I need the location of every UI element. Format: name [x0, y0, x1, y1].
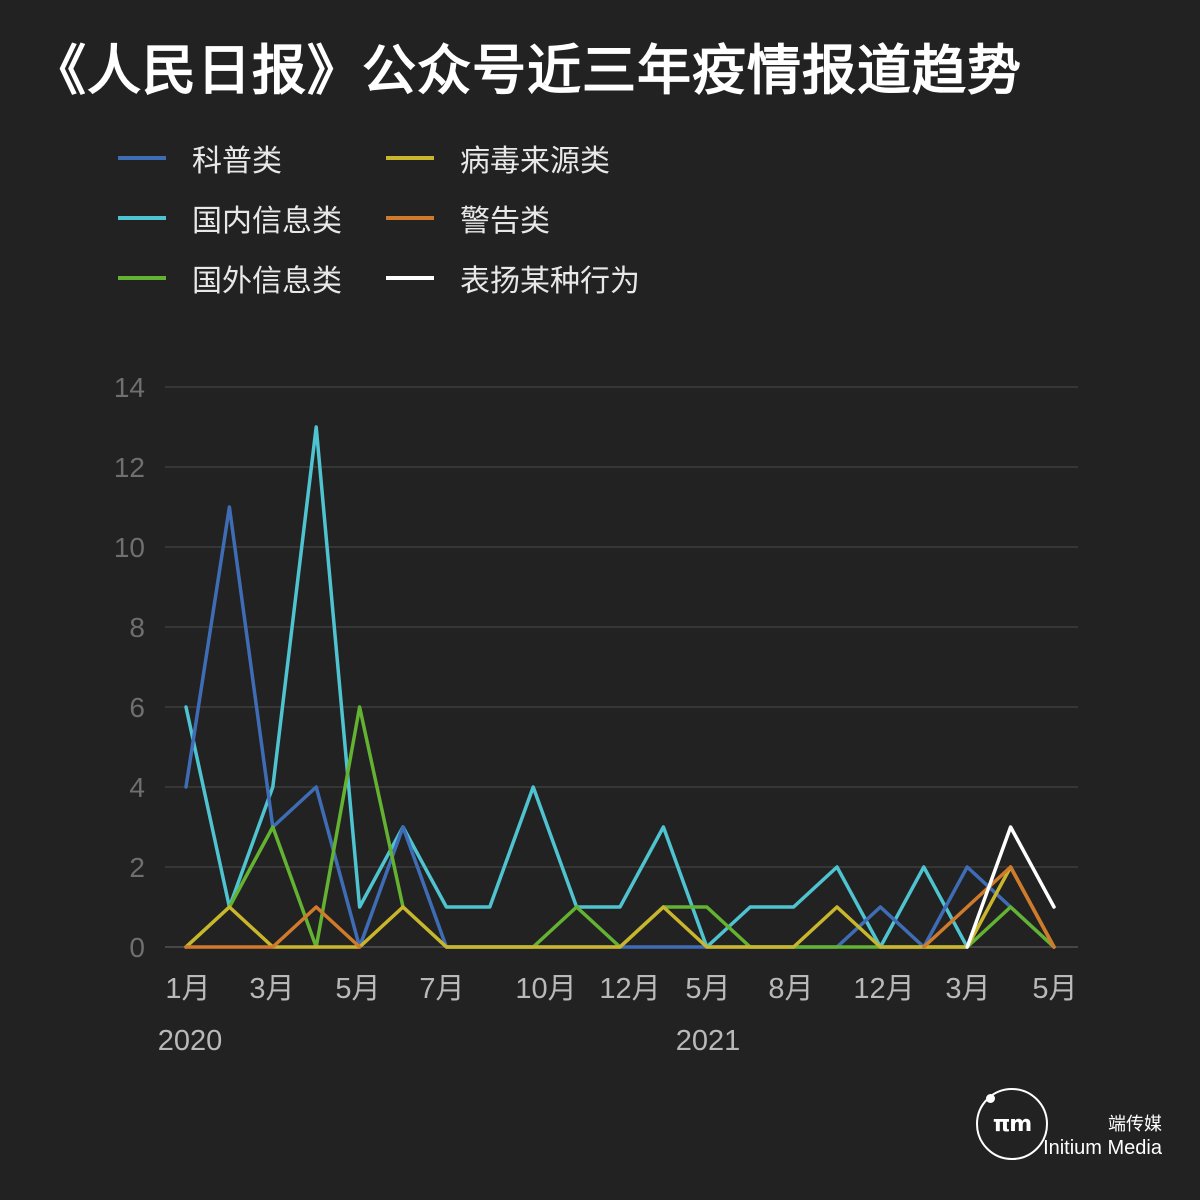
legend-item-jinggao: 警告类 [386, 198, 550, 239]
legend-swatch [386, 216, 434, 220]
y-tick-label: 0 [129, 932, 145, 963]
y-tick-label: 2 [129, 852, 145, 883]
x-tick-label: 3月 [249, 973, 294, 1005]
x-tick-label: 1月 [165, 973, 210, 1005]
legend-label: 国内信息类 [192, 204, 342, 239]
series-line [184, 905, 362, 949]
y-tick-label: 8 [129, 612, 145, 643]
legend-label: 国外信息类 [192, 264, 342, 299]
legend-item-bingdu: 病毒来源类 [386, 138, 610, 179]
legend-item-kepu: 科普类 [118, 138, 282, 179]
legend-label: 警告类 [460, 204, 550, 239]
year-label: 2020 [158, 1025, 223, 1057]
x-tick-label: 7月 [419, 973, 464, 1005]
initium-logo: πm [976, 1088, 1048, 1160]
legend-label: 表扬某种行为 [460, 264, 640, 299]
legend-item-guowai: 国外信息类 [118, 258, 342, 299]
x-tick-label: 5月 [685, 973, 730, 1005]
legend-swatch [386, 276, 434, 280]
legend-item-biaoyang: 表扬某种行为 [386, 258, 640, 299]
series-line [184, 705, 1056, 949]
x-tick-label: 12月 [599, 973, 660, 1005]
legend-swatch [118, 216, 166, 220]
x-tick-label: 3月 [945, 973, 990, 1005]
legend-label: 科普类 [192, 144, 282, 179]
x-tick-label: 8月 [768, 973, 813, 1005]
series-line [184, 865, 1056, 949]
series-line [184, 505, 1056, 949]
x-tick-label: 5月 [1032, 973, 1077, 1005]
legend-swatch [386, 156, 434, 160]
x-tick-label: 12月 [853, 973, 914, 1005]
legend-item-guonei: 国内信息类 [118, 198, 342, 239]
series-line [184, 425, 969, 949]
brand-name-en: Initium Media [1043, 1137, 1162, 1159]
y-tick-label: 10 [114, 532, 145, 563]
legend-label: 病毒来源类 [460, 144, 610, 179]
y-tick-label: 14 [114, 372, 145, 403]
x-tick-label: 5月 [335, 973, 380, 1005]
legend-swatch [118, 156, 166, 160]
y-tick-label: 4 [129, 772, 145, 803]
y-tick-label: 6 [129, 692, 145, 723]
legend-swatch [118, 276, 166, 280]
year-label: 2021 [676, 1025, 741, 1057]
y-tick-label: 12 [114, 452, 145, 483]
series-line [965, 825, 1056, 949]
logo-mark: πm [992, 1111, 1032, 1137]
brand-name-cn: 端传媒 [1108, 1114, 1162, 1135]
x-tick-label: 10月 [515, 973, 576, 1005]
chart-title: 《人民日报》公众号近三年疫情报道趋势 [32, 39, 1022, 102]
logo-dot [986, 1094, 995, 1103]
